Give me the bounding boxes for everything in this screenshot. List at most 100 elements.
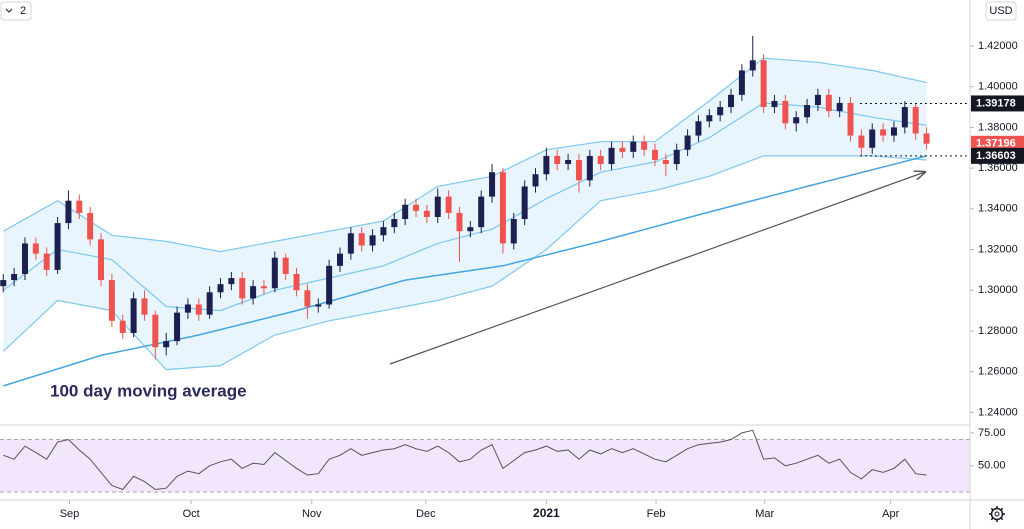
candle-body (108, 280, 115, 321)
candle-body (662, 159, 669, 165)
candle-body (684, 135, 691, 150)
interval-badge[interactable] (0, 1, 32, 21)
candle-body (630, 141, 637, 152)
candle-body (814, 94, 821, 106)
y-tick-label: 1.42000 (978, 40, 1018, 52)
chevron (5, 8, 13, 13)
moving-average (3, 155, 927, 387)
candle-body (76, 200, 83, 213)
y-tick-label: 1.40000 (978, 81, 1018, 93)
rsi-band (0, 439, 970, 493)
plot: 1.42000 1.40000 1.38000 1.36000 1.34000 1.320… (0, 35, 1024, 520)
y-tick-label: 1.30000 (978, 284, 1018, 296)
y-tick-label: 1.38000 (978, 121, 1018, 133)
candle-body (174, 312, 181, 342)
candle-body (423, 210, 430, 217)
candle-body (260, 286, 267, 289)
candle-body (869, 129, 876, 148)
candle-body (413, 204, 420, 211)
candle-body (402, 204, 409, 220)
y-tick-label: 1.36000 (978, 162, 1018, 174)
candle-body (717, 107, 724, 116)
candle-body (184, 304, 191, 313)
band-upper (3, 57, 927, 253)
candle-body (847, 102, 854, 136)
price-label: 1.37196 (976, 138, 1016, 150)
candle-body (326, 265, 333, 305)
candle-body (641, 141, 648, 150)
candle-body (510, 219, 517, 244)
currency-badge[interactable] (985, 1, 1017, 21)
candle-body (923, 133, 930, 144)
candle-body (380, 227, 387, 236)
candle-body (478, 196, 485, 228)
candle-body (195, 304, 202, 315)
candle-body (825, 94, 832, 112)
candle-body (32, 243, 39, 254)
candle-body (608, 147, 615, 165)
candle-body (54, 223, 61, 270)
candle-body (336, 253, 343, 266)
candle-body (304, 290, 311, 307)
candle-body (391, 219, 398, 228)
candle-body (489, 172, 496, 197)
candle-body (586, 155, 593, 181)
candle-body (543, 155, 550, 175)
rsi-line (3, 429, 927, 491)
settings-icon[interactable] (989, 506, 1005, 522)
price-label-bg (971, 135, 1024, 152)
candle-body (738, 70, 745, 95)
candle-body (499, 172, 506, 244)
candle-body (358, 233, 365, 246)
candle-body (771, 100, 778, 108)
candle-body (369, 235, 376, 246)
rsi-tick-label: 75.00 (978, 427, 1006, 439)
candle-body (282, 257, 289, 274)
y-tick-label: 1.26000 (978, 366, 1018, 378)
candle-body (11, 273, 18, 281)
candle-body (43, 253, 50, 270)
candle-body (119, 320, 126, 333)
price-label-bg (971, 95, 1024, 112)
rsi-tick-label: 50.00 (978, 460, 1006, 472)
candle-body (65, 200, 72, 224)
candle-body (532, 174, 539, 187)
candle-body (217, 284, 224, 293)
candle-body (782, 100, 789, 124)
candle-body (250, 286, 257, 299)
candle-body (467, 227, 474, 232)
x-tick-label: Nov (302, 508, 322, 520)
candle-body (880, 129, 887, 136)
candle-body (315, 304, 322, 307)
x-tick-label: Sep (60, 508, 80, 520)
candle-body (858, 135, 865, 148)
band-fill (3, 58, 927, 370)
candle-body (890, 127, 897, 136)
candle-body (793, 117, 800, 124)
candle-body (239, 278, 246, 299)
candle-body (554, 155, 561, 165)
candle-body (0, 280, 7, 287)
price-label-bg (971, 147, 1024, 164)
candle-body (619, 147, 626, 152)
x-tick-label: Dec (416, 508, 436, 520)
candle-body (728, 94, 735, 108)
annotation: 100 day moving average (50, 381, 247, 400)
candle-body (695, 121, 702, 136)
candle-body (651, 149, 658, 160)
candle-body (141, 298, 148, 315)
candle-body (673, 149, 680, 165)
y-tick-label: 1.28000 (978, 325, 1018, 337)
candle-body (521, 186, 528, 220)
candle-body (347, 233, 354, 254)
candle-body (706, 115, 713, 122)
candle-body (912, 107, 919, 134)
candle-body (98, 239, 105, 281)
candle-body (271, 257, 278, 289)
candle-body (228, 278, 235, 285)
y-tick-label: 1.32000 (978, 243, 1018, 255)
x-tick-label: Oct (183, 508, 200, 520)
x-tick-label: Feb (647, 508, 666, 520)
trend-arrow (389, 172, 925, 365)
